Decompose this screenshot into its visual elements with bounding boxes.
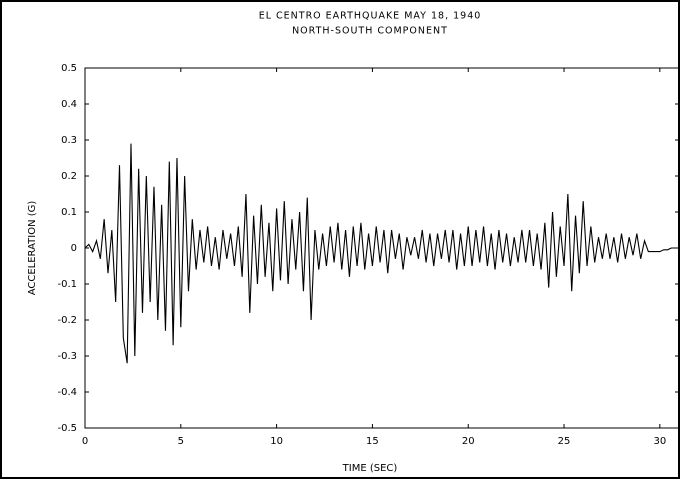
y-tick-label: 0 (71, 243, 77, 254)
x-axis-label: TIME (SEC) (342, 463, 398, 474)
x-tick-label: 5 (178, 436, 184, 447)
y-tick-label: -0.3 (57, 351, 77, 362)
y-tick-label: -0.4 (57, 387, 77, 398)
signal-line (84, 143, 679, 364)
x-tick-label: 15 (366, 436, 379, 447)
chart-title: EL CENTRO EARTHQUAKE MAY 18, 1940 (259, 11, 482, 22)
x-tick-label: 30 (653, 436, 666, 447)
y-tick-label: -0.2 (57, 315, 77, 326)
x-tick-label: 10 (270, 436, 283, 447)
y-tick-label: 0.1 (61, 207, 77, 218)
y-tick-label: 0.4 (61, 99, 77, 110)
y-tick-label: 0.2 (61, 171, 77, 182)
x-tick-label: 25 (558, 436, 571, 447)
x-tick-label: 20 (462, 436, 475, 447)
y-axis-label: ACCELERATION (G) (27, 201, 38, 296)
y-tick-label: 0.3 (61, 135, 77, 146)
y-tick-label: 0.5 (61, 63, 77, 74)
chart-subtitle: NORTH-SOUTH COMPONENT (292, 26, 448, 37)
x-tick-label: 0 (82, 436, 88, 447)
y-tick-label: -0.1 (57, 279, 77, 290)
y-tick-label: -0.5 (57, 423, 77, 434)
